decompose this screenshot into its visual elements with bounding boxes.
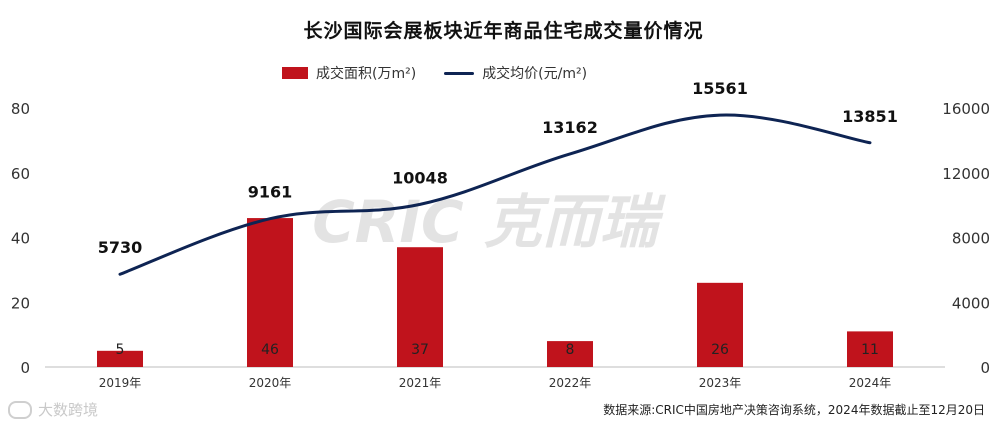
bar-value-label: 5 [116, 342, 125, 358]
bar-value-label: 8 [566, 342, 575, 358]
bar [847, 331, 893, 367]
y-left-tick-label: 0 [20, 359, 30, 377]
price-line [118, 113, 872, 276]
y-right-tick-label: 16000 [942, 100, 990, 118]
y-left-tick-label: 60 [11, 165, 30, 183]
legend: 成交面积(万m²) 成交均价(元/m²) [282, 62, 615, 84]
line-value-label: 13851 [842, 107, 898, 126]
y-right-tick-label: 4000 [952, 294, 990, 312]
bar [397, 247, 443, 367]
legend-swatch-bar [282, 67, 308, 79]
bar-value-label: 26 [711, 342, 729, 358]
x-tick-label: 2022年 [549, 376, 592, 390]
bar-value-label: 46 [261, 342, 279, 358]
bar-value-label: 37 [411, 342, 429, 358]
x-tick-label: 2021年 [399, 376, 442, 390]
bar [97, 350, 143, 367]
legend-label-price: 成交均价(元/m²) [482, 66, 588, 82]
line-value-label: 13162 [542, 118, 598, 137]
bar [247, 218, 293, 367]
x-tick-label: 2023年 [699, 376, 742, 390]
legend-item-area: 成交面积(万m²) [282, 63, 416, 83]
y-left-tick-label: 80 [11, 100, 30, 118]
line-value-label: 15561 [692, 79, 748, 98]
y-right-tick-label: 12000 [942, 165, 990, 183]
line-value-label: 9161 [248, 183, 293, 202]
x-tick-label: 2019年 [99, 376, 142, 390]
x-tick-label: 2020年 [249, 376, 292, 390]
bar [547, 341, 593, 367]
watermark-text: CRIC 克而瑞 [312, 188, 667, 256]
line-value-label: 10048 [392, 168, 448, 187]
bar [697, 282, 743, 367]
legend-label-area: 成交面积(万m²) [316, 66, 417, 82]
brand-watermark: 大数跨境 [8, 399, 98, 420]
x-tick-label: 2024年 [849, 376, 892, 390]
y-right-tick-label: 0 [980, 359, 990, 377]
bar-value-label: 11 [861, 342, 879, 358]
line-value-label: 5730 [98, 238, 143, 257]
brand-logo-icon [8, 400, 32, 419]
y-left-tick-label: 20 [11, 294, 30, 312]
legend-item-price: 成交均价(元/m²) [444, 63, 587, 83]
y-right-tick-label: 8000 [952, 230, 990, 248]
source-note: 数据来源:CRIC中国房地产决策咨询系统，2024年数据截止至12月20日 [603, 403, 985, 417]
brand-text: 大数跨境 [38, 401, 99, 419]
chart-title: 长沙国际会展板块近年商品住宅成交量价情况 [303, 20, 704, 42]
y-left-tick-label: 40 [11, 230, 30, 248]
legend-swatch-line [444, 71, 475, 75]
